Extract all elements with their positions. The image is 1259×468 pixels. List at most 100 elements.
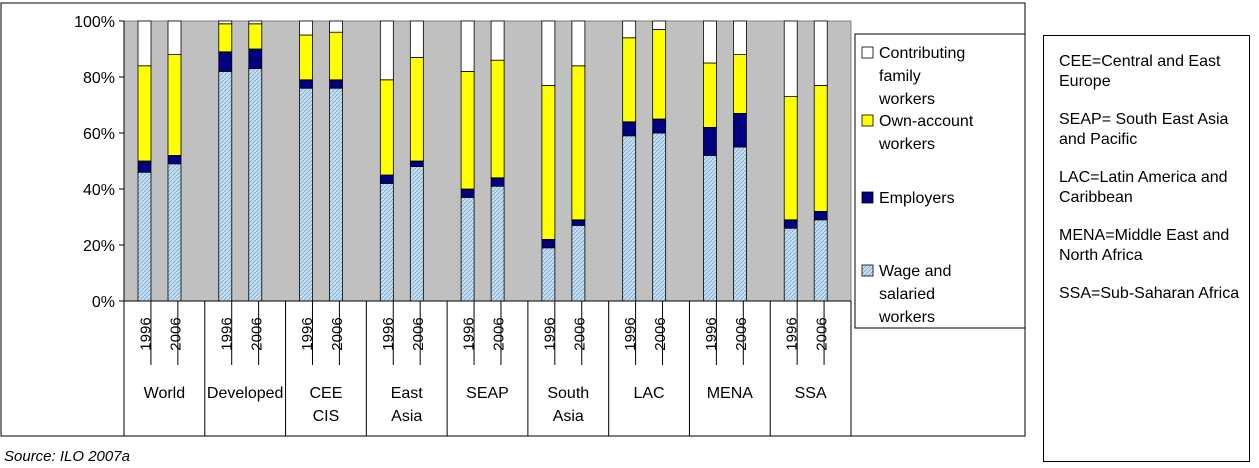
bar-segment	[329, 31, 343, 81]
bar-segment	[299, 79, 313, 89]
bar-segment	[167, 154, 182, 165]
x-group-label: MENA	[707, 385, 754, 402]
x-year-label: 2006	[652, 317, 669, 350]
bar-segment	[703, 127, 717, 156]
bar-segment	[733, 113, 747, 148]
bar-segment	[813, 210, 828, 221]
x-group-label: Developed	[207, 385, 284, 402]
note-ssa: SSA=Sub-Saharan Africa	[1059, 285, 1240, 302]
x-group-label: SEAP	[466, 385, 509, 402]
y-tick-label: 40%	[83, 182, 115, 199]
bar-segment	[460, 20, 475, 72]
plot-area	[123, 20, 852, 302]
y-tick-label: 100%	[74, 14, 115, 31]
x-group-label: LAC	[633, 385, 664, 402]
bar-segment	[783, 227, 798, 302]
x-year-label: 2006	[329, 317, 346, 350]
bar-segment	[622, 135, 637, 302]
bar-segment	[379, 182, 394, 302]
bar-segment	[379, 174, 394, 184]
x-year-label: 1996	[138, 317, 155, 350]
x-year-label: 1996	[541, 317, 558, 350]
bar-segment	[218, 20, 233, 25]
bar-segment	[329, 20, 343, 33]
bar-segment	[652, 20, 667, 30]
x-year-label: 2006	[571, 317, 588, 350]
legend-label: Employers	[879, 190, 955, 207]
legend-label: Contributing	[879, 45, 965, 62]
legend-label: Own-account	[879, 113, 974, 130]
x-group-label: CEE	[309, 385, 342, 402]
bar-segment	[167, 54, 182, 156]
bar-segment	[299, 20, 313, 36]
bar-segment	[490, 185, 505, 302]
bar-segment	[703, 62, 717, 128]
bar-segment	[460, 188, 475, 198]
bar-segment	[571, 65, 586, 221]
y-tick-label: 60%	[83, 126, 115, 143]
bar-segment	[218, 71, 233, 302]
bar-segment	[813, 219, 828, 302]
x-year-label: 1996	[784, 317, 801, 350]
x-group-label: Asia	[553, 408, 584, 425]
y-tick-label: 20%	[83, 238, 115, 255]
legend-swatch	[861, 191, 874, 204]
legend-swatch	[861, 46, 874, 59]
y-axis: 0% 20% 40% 60% 80% 100%	[74, 14, 125, 311]
bar-segment	[460, 196, 475, 302]
x-year-label: 2006	[248, 317, 265, 350]
legend-label: workers	[878, 136, 935, 153]
legend-label: workers	[878, 91, 935, 108]
bar-segment	[652, 28, 667, 120]
x-year-label: 2006	[733, 317, 750, 350]
bar-segment	[218, 51, 233, 72]
bar-segment	[490, 20, 505, 61]
bar-segment	[571, 224, 586, 302]
bar-segment	[783, 96, 798, 221]
bar-segment	[733, 146, 747, 302]
bar-segment	[490, 59, 505, 179]
bar-segment	[248, 23, 263, 50]
bar-segment	[622, 20, 637, 39]
legend-label: Wage and	[879, 263, 951, 280]
source-note: Source: ILO 2007a	[4, 448, 130, 465]
legend-label: family	[879, 68, 921, 85]
bar-segment	[813, 20, 828, 86]
x-group-label: Asia	[391, 408, 422, 425]
bar-segment	[379, 20, 394, 81]
note-cee: CEE=Central and East Europe	[1059, 53, 1221, 90]
bar-segment	[167, 163, 182, 302]
x-year-label: 1996	[703, 317, 720, 350]
bar-segment	[490, 177, 505, 187]
y-tick-label: 0%	[92, 294, 115, 311]
legend-label: salaried	[879, 286, 935, 303]
bar-segment	[409, 160, 424, 167]
stacked-bar-chart: 0% 20% 40% 60% 80% 100% 1996 2006 1996 2006 1996 2…	[0, 2, 1026, 437]
legend-box	[854, 33, 1026, 329]
bar-segment	[813, 85, 828, 212]
x-group-label: World	[144, 385, 186, 402]
bar-segment	[733, 20, 747, 55]
bar-segment	[299, 87, 313, 302]
bar-segment	[733, 54, 747, 114]
bar-segment	[541, 238, 556, 249]
bar-segment	[652, 132, 667, 302]
legend-swatch	[861, 114, 874, 127]
bar-segment	[571, 20, 586, 67]
note-seap: SEAP= South East Asia and Pacific	[1059, 111, 1229, 148]
x-group-label: East	[391, 385, 424, 402]
x-year-label: 2006	[814, 317, 831, 350]
bar-segment	[409, 57, 424, 162]
bar-segment	[137, 20, 152, 67]
bar-segment	[460, 71, 475, 190]
bar-segment	[329, 79, 343, 89]
bar-segment	[409, 166, 424, 302]
bar-segment	[541, 85, 556, 240]
bar-segment	[329, 87, 343, 302]
abbreviations-box: CEE=Central and East Europe SEAP= South …	[1043, 35, 1250, 462]
x-group-label: CIS	[313, 408, 340, 425]
note-mena: MENA=Middle East and North Africa	[1059, 227, 1230, 264]
bar-segment	[652, 118, 667, 134]
x-year-label: 1996	[461, 317, 478, 350]
bar-segment	[571, 219, 586, 226]
